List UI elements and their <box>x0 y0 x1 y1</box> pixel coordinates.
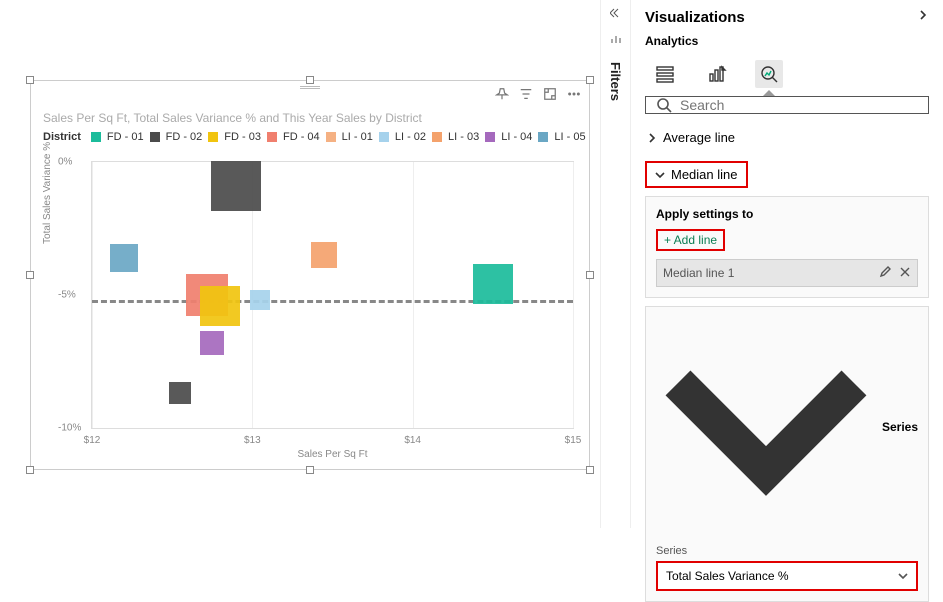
series-dropdown[interactable]: Total Sales Variance % <box>656 561 918 591</box>
analytics-tab[interactable] <box>755 60 783 88</box>
resize-handle[interactable] <box>586 76 594 84</box>
line-name: Median line 1 <box>663 266 734 280</box>
section-label: Average line <box>663 130 735 145</box>
chart-icon <box>610 32 622 50</box>
x-tick: $13 <box>244 435 261 446</box>
data-point[interactable] <box>311 242 337 268</box>
build-visual-tab[interactable] <box>651 60 679 88</box>
section-median-line[interactable]: Median line <box>645 161 748 188</box>
legend-item-label: FD - 01 <box>107 131 144 143</box>
y-axis-label: Total Sales Variance % <box>42 142 53 244</box>
search-input[interactable] <box>680 97 918 113</box>
legend-swatch <box>208 132 218 142</box>
plot-area: Total Sales Variance % Sales Per Sq Ft $… <box>91 161 574 429</box>
search-box[interactable] <box>645 96 929 114</box>
series-field-label: Series <box>656 545 918 557</box>
chart-title: Sales Per Sq Ft, Total Sales Variance % … <box>43 111 422 125</box>
edit-icon[interactable] <box>879 266 891 281</box>
data-point[interactable] <box>250 290 270 310</box>
apply-settings-card: Apply settings to + Add line Median line… <box>645 196 929 298</box>
data-point[interactable] <box>200 331 224 355</box>
filters-label: Filters <box>608 62 623 101</box>
y-tick: 0% <box>58 157 72 168</box>
legend-item-label: LI - 03 <box>448 131 479 143</box>
legend-item-label: FD - 02 <box>166 131 203 143</box>
format-visual-tab[interactable] <box>703 60 731 88</box>
resize-handle[interactable] <box>306 466 314 474</box>
apply-settings-title: Apply settings to <box>656 207 918 221</box>
section-average-line[interactable]: Average line <box>645 122 929 153</box>
drag-grip[interactable] <box>300 85 320 91</box>
legend-swatch <box>538 132 548 142</box>
delete-icon[interactable] <box>899 266 911 281</box>
legend-swatch <box>379 132 389 142</box>
series-value: Total Sales Variance % <box>666 569 789 583</box>
data-point[interactable] <box>211 161 261 211</box>
data-point[interactable] <box>200 286 240 326</box>
median-line-entry[interactable]: Median line 1 <box>656 259 918 287</box>
legend-swatch <box>326 132 336 142</box>
viz-header: Visualizations <box>645 9 745 26</box>
legend-item-label: LI - 01 <box>342 131 373 143</box>
data-point[interactable] <box>169 382 191 404</box>
chart-legend: District FD - 01FD - 02FD - 03FD - 04LI … <box>43 131 586 143</box>
x-tick: $15 <box>565 435 582 446</box>
search-icon <box>656 97 672 113</box>
filters-rail[interactable]: Filters <box>600 0 630 528</box>
chevron-down-icon <box>655 170 665 180</box>
section-label: Median line <box>671 167 738 182</box>
legend-swatch <box>485 132 495 142</box>
data-point[interactable] <box>110 244 138 272</box>
x-tick: $12 <box>84 435 101 446</box>
x-tick: $14 <box>404 435 421 446</box>
series-section-header[interactable]: Series <box>656 317 918 537</box>
report-canvas: Sales Per Sq Ft, Total Sales Variance % … <box>0 0 600 528</box>
legend-item-label: LI - 04 <box>501 131 532 143</box>
legend-swatch <box>267 132 277 142</box>
legend-swatch <box>432 132 442 142</box>
chevron-right-icon <box>647 133 657 143</box>
legend-item-label: LI - 02 <box>395 131 426 143</box>
y-tick: -10% <box>58 423 81 434</box>
chart-visual[interactable]: Sales Per Sq Ft, Total Sales Variance % … <box>30 80 590 470</box>
legend-item-label: FD - 03 <box>224 131 261 143</box>
legend-swatch <box>150 132 160 142</box>
collapse-icon[interactable] <box>610 6 622 24</box>
resize-handle[interactable] <box>26 271 34 279</box>
chevron-down-icon <box>656 317 876 537</box>
visualizations-pane: Visualizations Analytics Average line Me… <box>630 0 943 528</box>
series-card: Series Series Total Sales Variance % <box>645 306 929 602</box>
chevron-down-icon <box>898 571 908 581</box>
legend-item-label: LI - 05 <box>554 131 585 143</box>
x-axis-label: Sales Per Sq Ft <box>297 449 367 460</box>
data-point[interactable] <box>473 264 513 304</box>
viz-subheader: Analytics <box>645 34 929 48</box>
legend-swatch <box>91 132 101 142</box>
expand-icon[interactable] <box>917 8 929 26</box>
filter-icon[interactable] <box>519 87 533 106</box>
legend-item-label: FD - 04 <box>283 131 320 143</box>
resize-handle[interactable] <box>26 466 34 474</box>
focus-icon[interactable] <box>543 87 557 106</box>
resize-handle[interactable] <box>26 76 34 84</box>
y-tick: -5% <box>58 290 76 301</box>
resize-handle[interactable] <box>586 271 594 279</box>
add-line-button[interactable]: + Add line <box>656 229 725 251</box>
resize-handle[interactable] <box>306 76 314 84</box>
pin-icon[interactable] <box>495 87 509 106</box>
more-icon[interactable] <box>567 87 581 106</box>
resize-handle[interactable] <box>586 466 594 474</box>
